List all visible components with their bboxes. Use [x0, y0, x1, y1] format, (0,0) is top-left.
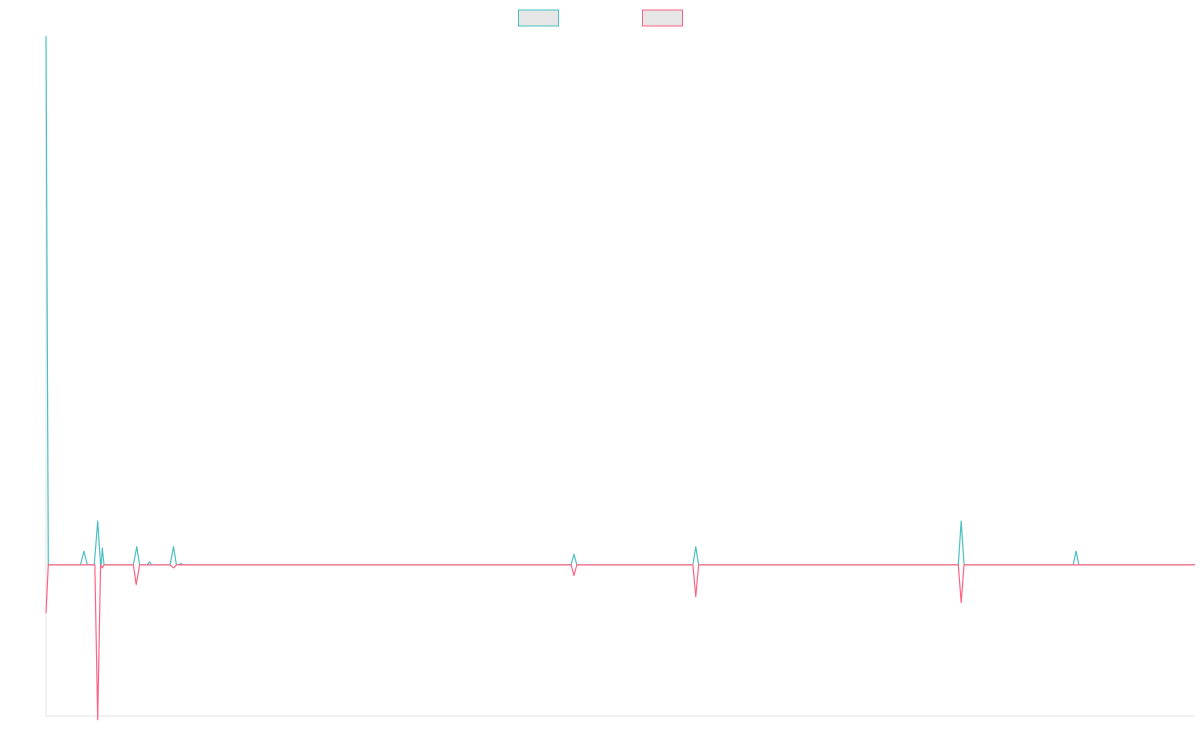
series-layer — [45, 35, 1195, 721]
axes — [45, 36, 1195, 717]
series-line-2 — [45, 564, 1195, 721]
legend-swatch-1 — [518, 9, 559, 27]
legend-swatch-2 — [642, 9, 683, 27]
legend — [518, 9, 683, 27]
series-line-1 — [45, 35, 1195, 566]
